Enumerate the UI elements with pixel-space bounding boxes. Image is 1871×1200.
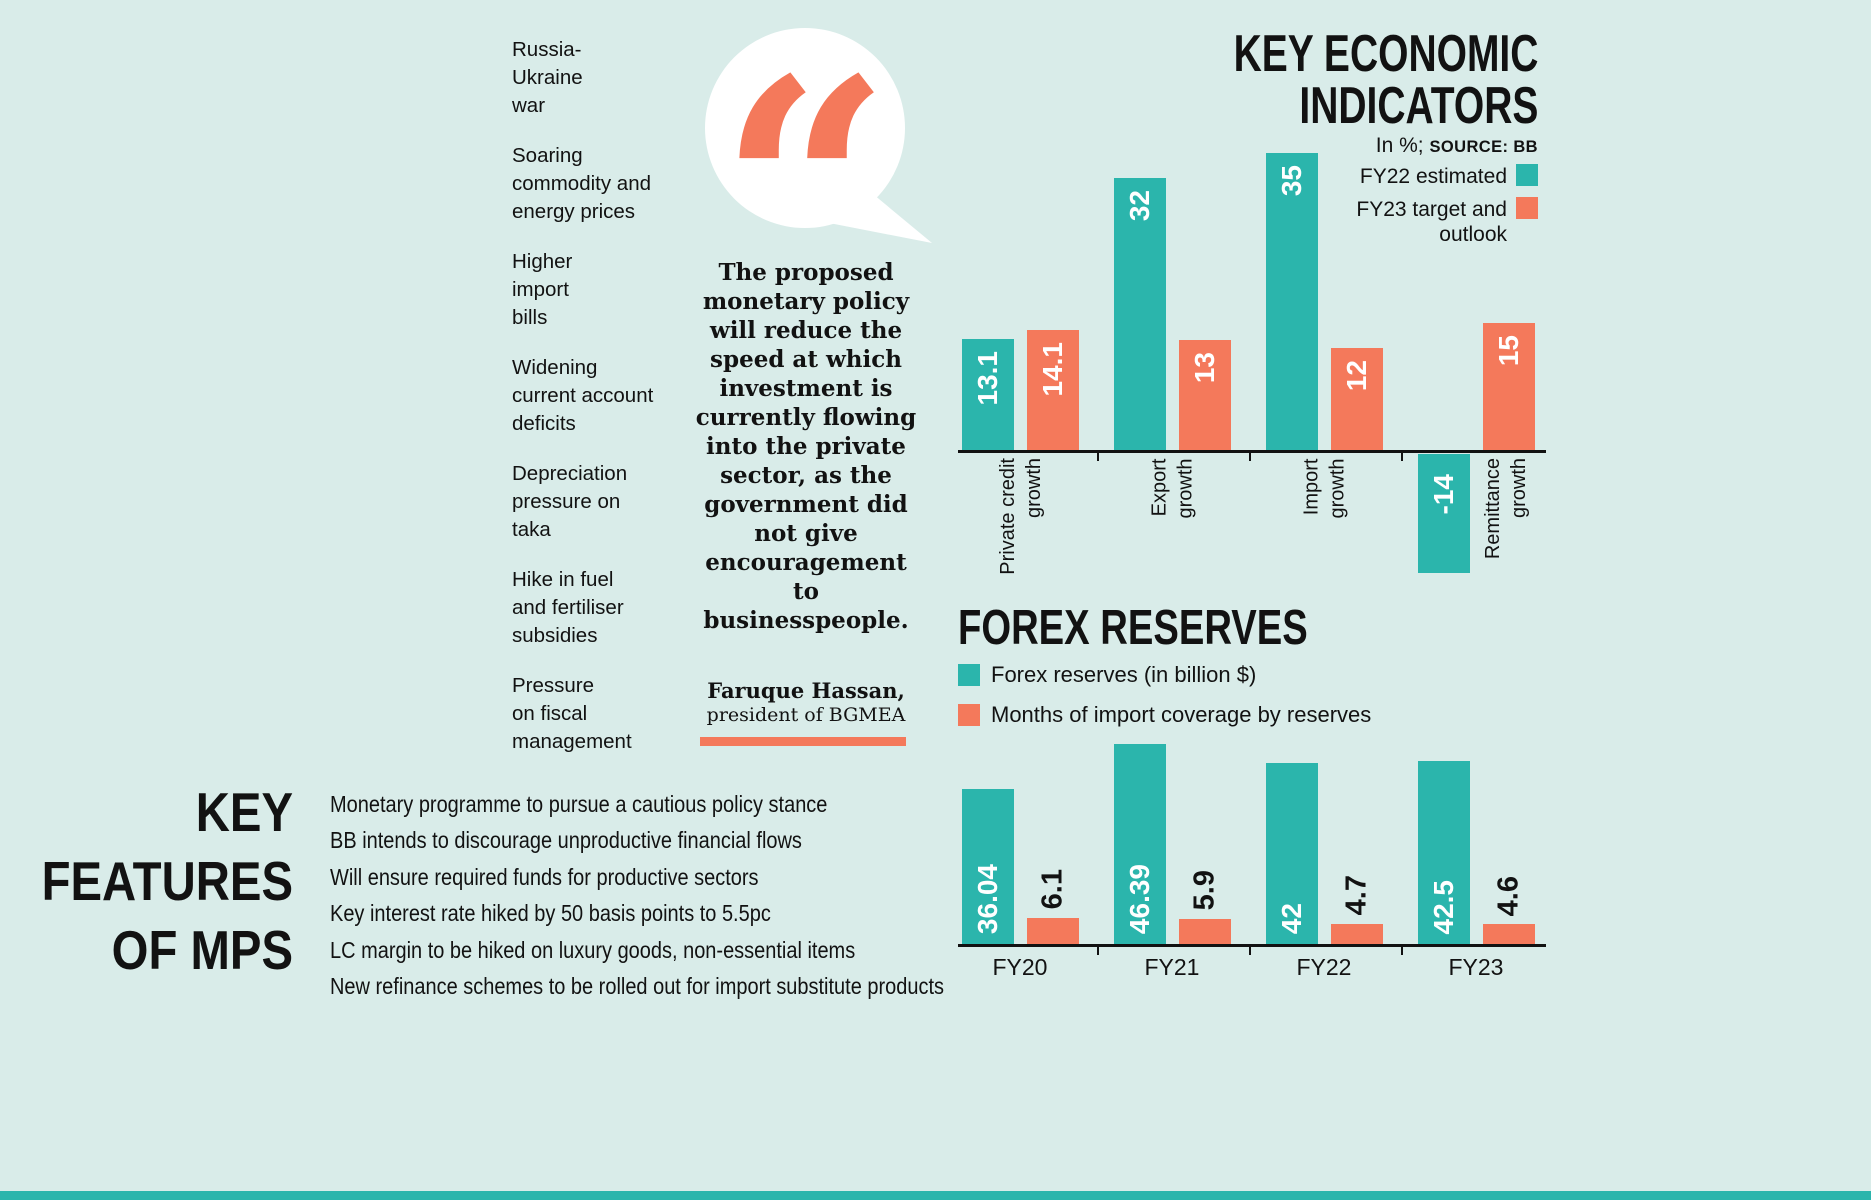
axis-tick xyxy=(1401,946,1403,955)
bar-value-label: 36.04 xyxy=(972,863,1003,934)
category-label: FY22 xyxy=(1296,954,1352,980)
category-label: Remittance growth xyxy=(1482,458,1530,560)
bar-value-label: 46.39 xyxy=(1124,863,1155,934)
challenge-item: Soaring commodity and energy prices xyxy=(512,144,652,223)
challenge-item: Hike in fuel and fertiliser subsidies xyxy=(512,568,624,647)
legend-label-fy22: FY22 estimated xyxy=(1359,165,1507,188)
bar-value-label: 5.9 xyxy=(1188,870,1221,911)
quote-author: Faruque Hassan, xyxy=(707,678,905,703)
bar-value-label: 15 xyxy=(1493,334,1524,366)
bar-series1 xyxy=(962,338,1014,450)
bar-series2 xyxy=(1027,917,1079,944)
key-features-title: KEY FEATURES OF MPS xyxy=(41,781,293,981)
quotation-mark-icon: “ xyxy=(718,13,892,366)
bar-value-label: 6.1 xyxy=(1036,869,1069,910)
legend-swatch-fy23 xyxy=(1516,197,1538,219)
speech-bubble-circle xyxy=(705,28,905,228)
category-label: FY23 xyxy=(1448,954,1504,980)
challenge-item: Widening current account deficits xyxy=(512,356,654,435)
indicators-title: KEY ECONOMIC INDICATORS xyxy=(1233,25,1538,135)
bar-value-label: 42.5 xyxy=(1428,879,1459,935)
axis-tick xyxy=(1401,452,1403,461)
bar-series2 xyxy=(1179,918,1231,944)
challenge-item: Pressure on fiscal management xyxy=(512,674,632,753)
bar-series1 xyxy=(1418,760,1470,944)
bar-series2 xyxy=(1179,339,1231,450)
legend-item-fy23: FY23 target and outlook xyxy=(1347,197,1538,247)
legend-item-fy22: FY22 estimated xyxy=(1360,164,1538,189)
unit-label: In %; xyxy=(1375,134,1424,157)
category-label: Export growth xyxy=(1148,458,1196,519)
feature-item: Key interest rate hiked by 50 basis poin… xyxy=(330,900,771,927)
feature-item: Monetary programme to pursue a cautious … xyxy=(330,791,828,817)
legend-label-import-coverage: Months of import coverage by reserves xyxy=(991,702,1372,727)
bar-value-label: 4.6 xyxy=(1492,875,1525,917)
indicators-source-note: In %; SOURCE: BB xyxy=(1376,134,1538,158)
bar-series2 xyxy=(1331,923,1383,944)
category-label: FY20 xyxy=(992,954,1048,980)
legend-label-forex-reserves: Forex reserves (in billion $) xyxy=(991,662,1257,687)
axis-tick xyxy=(1097,946,1099,955)
bottom-accent-bar xyxy=(0,1191,1871,1200)
feature-item: Will ensure required funds for productiv… xyxy=(330,863,759,890)
axis-tick xyxy=(1097,452,1099,461)
bar-series2 xyxy=(1027,330,1079,450)
bar-value-label: 12 xyxy=(1341,360,1372,392)
quote-text: The proposed monetary policy will reduce… xyxy=(695,259,917,634)
feature-item: LC margin to be hiked on luxury goods, n… xyxy=(330,936,856,963)
legend-swatch-forex-reserves xyxy=(958,664,980,686)
category-label: Private credit growth xyxy=(997,458,1045,575)
legend-item-import-coverage: Months of import coverage by reserves xyxy=(958,702,1371,728)
quote-author-title: president of BGMEA xyxy=(706,704,906,726)
axis-tick xyxy=(1249,946,1251,955)
bar-series1 xyxy=(1266,152,1318,450)
bar-series1 xyxy=(1114,178,1166,450)
legend-label-fy23: FY23 target and outlook xyxy=(1356,198,1507,246)
bar-series1 xyxy=(962,788,1014,944)
bar-value-label: 13 xyxy=(1189,351,1220,383)
bar-value-label: -14 xyxy=(1428,473,1459,514)
forex-bar-chart: 36.04 46.39 42 42.5 6.1 5.9 4.7 4.6 FY20 FY21 FY22… xyxy=(958,700,1558,1000)
quote-underline-bar xyxy=(700,737,906,746)
axis-tick xyxy=(1249,452,1251,461)
challenge-item: Higher import bills xyxy=(512,250,573,329)
bar-series2 xyxy=(1331,348,1383,450)
bar-value-label: 13.1 xyxy=(972,350,1003,406)
feature-item: BB intends to discourage unproductive fi… xyxy=(330,827,802,854)
bar-series1 xyxy=(1114,744,1166,944)
speech-bubble xyxy=(705,28,932,243)
legend-swatch-fy22 xyxy=(1516,164,1538,186)
indicators-legend: FY22 estimated FY23 target and outlook xyxy=(1347,164,1538,247)
challenge-item: Depreciation pressure on taka xyxy=(512,462,628,541)
bar-series2 xyxy=(1483,322,1535,450)
challenges-list: Russia- Ukraine war Soaring commodity and… xyxy=(512,36,687,778)
bar-value-label: 4.7 xyxy=(1340,875,1373,916)
key-features-list: Monetary programme to pursue a cautious … xyxy=(330,786,944,1004)
challenge-item: Russia- Ukraine war xyxy=(512,38,583,117)
bar-value-label: 14.1 xyxy=(1037,342,1068,397)
indicators-bar-chart: 13.1 32 35 -14 14.1 13 12 15 Private credit grow… xyxy=(958,0,1558,620)
bar-value-label: 32 xyxy=(1124,190,1155,222)
legend-item-forex-reserves: Forex reserves (in billion $) xyxy=(958,662,1371,688)
bar-value-label: 42 xyxy=(1276,902,1307,934)
bar-series1 xyxy=(1418,453,1470,573)
forex-title: FOREX RESERVES xyxy=(958,601,1308,655)
feature-item: New refinance schemes to be rolled out f… xyxy=(330,973,944,1000)
source-label: SOURCE: BB xyxy=(1429,138,1538,156)
bar-value-label: 35 xyxy=(1276,164,1307,196)
legend-swatch-import-coverage xyxy=(958,704,980,726)
bar-series1 xyxy=(1266,762,1318,944)
x-axis xyxy=(958,450,1546,453)
category-label: Import growth xyxy=(1300,458,1348,519)
bar-series2 xyxy=(1483,924,1535,944)
x-axis xyxy=(958,944,1546,947)
category-label: FY21 xyxy=(1144,954,1200,980)
forex-legend: Forex reserves (in billion $) Months of … xyxy=(958,662,1371,728)
